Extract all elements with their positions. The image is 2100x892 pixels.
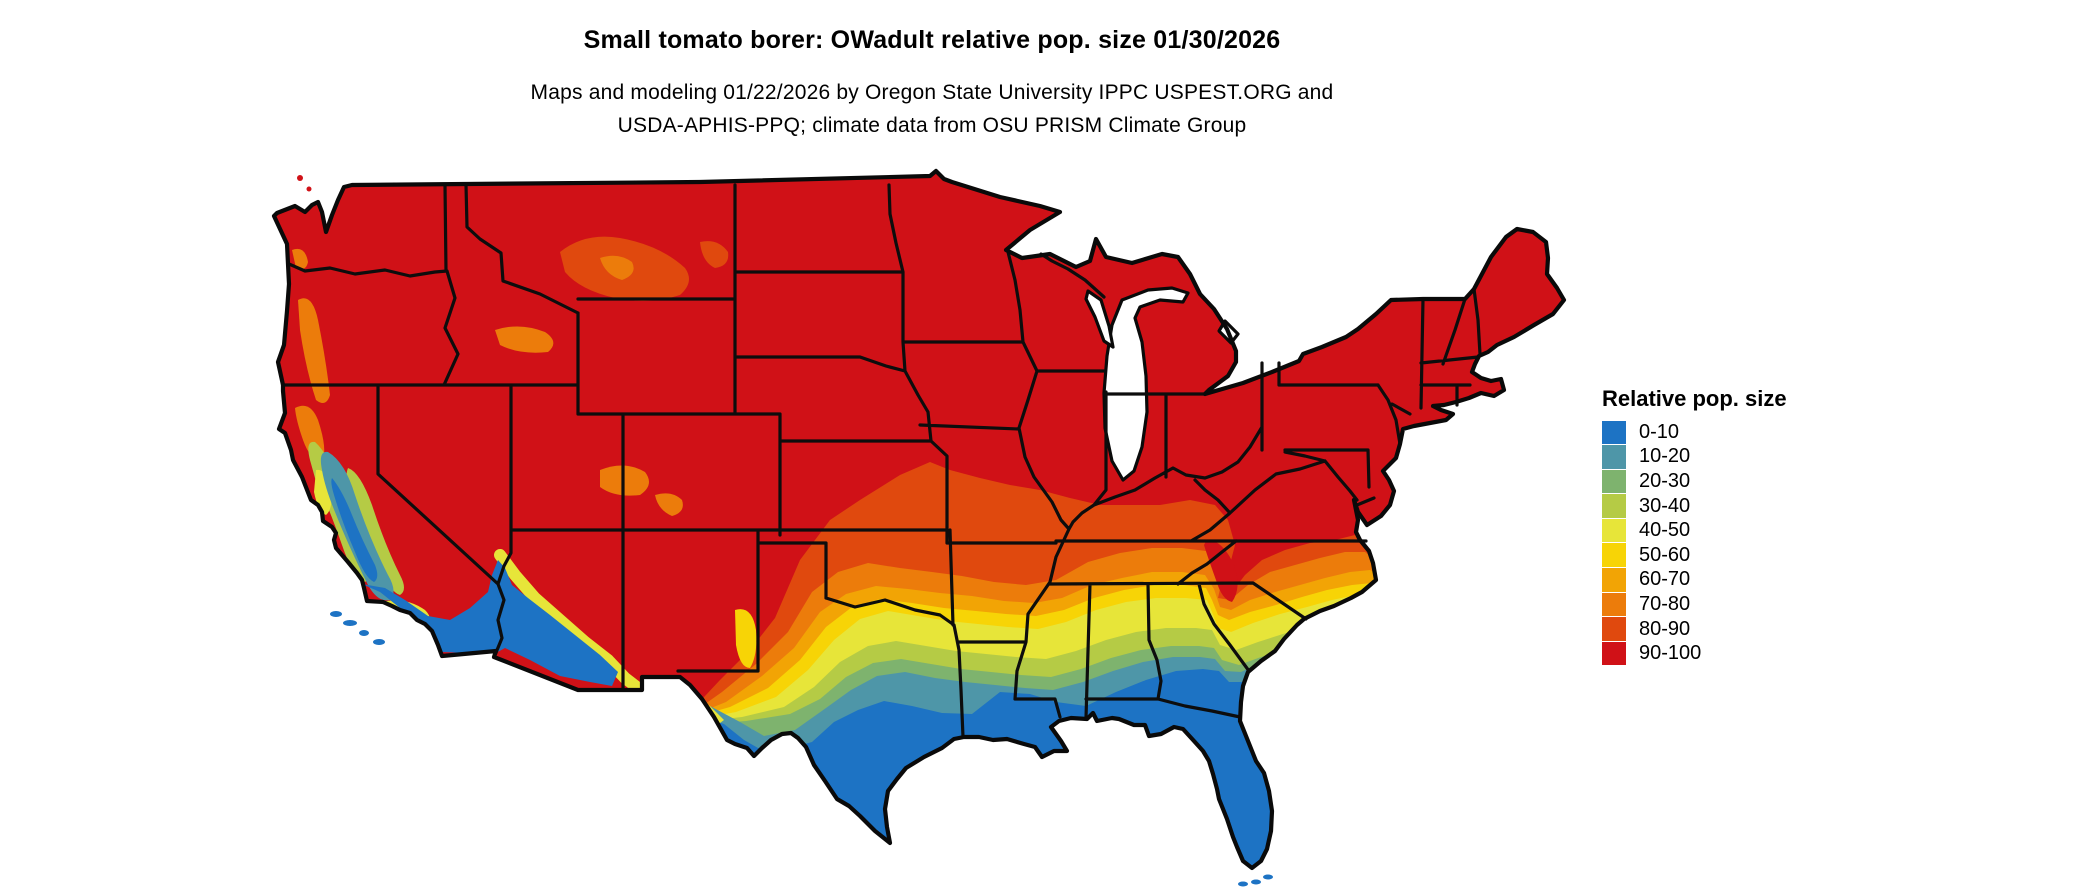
legend-swatch (1602, 592, 1626, 617)
legend-item: 0-10 (1602, 420, 1882, 445)
map-subtitle-line1: Maps and modeling 01/22/2026 by Oregon S… (530, 81, 1334, 104)
channel-island (330, 611, 342, 617)
legend-label: 40-50 (1639, 519, 1691, 542)
legend: Relative pop. size 0-10 10-20 20-30 30-40 40… (1602, 386, 1882, 666)
channel-island (373, 639, 385, 645)
colorado-patch-2 (655, 493, 683, 516)
idaho-snake-patch (495, 326, 554, 353)
legend-swatch (1602, 494, 1626, 518)
legend-swatch (1602, 445, 1626, 469)
legend-items: 0-10 10-20 20-30 30-40 40-50 50-60 60-70 70-80 8… (1602, 420, 1882, 666)
map-subtitle-line2: USDA-APHIS-PPQ; climate data from OSU PR… (617, 114, 1247, 137)
legend-item: 70-80 (1602, 592, 1882, 617)
appalachian-red-tongue (1204, 539, 1238, 602)
channel-island (343, 620, 357, 626)
legend-swatch (1602, 469, 1626, 494)
legend-label: 0-10 (1639, 420, 1680, 443)
florida-key (1251, 879, 1261, 885)
legend-swatch (1602, 518, 1626, 543)
legend-swatch (1602, 641, 1626, 666)
california-foothills (346, 468, 404, 595)
montana-patch-inner (600, 255, 634, 280)
legend-swatch (1602, 420, 1626, 445)
legend-label: 80-90 (1639, 617, 1691, 640)
green-bay (1084, 289, 1115, 349)
channel-island (359, 630, 369, 636)
florida-key (1238, 881, 1248, 887)
legend-item: 50-60 (1602, 543, 1882, 568)
legend-label: 10-20 (1639, 445, 1691, 468)
florida-key (1263, 874, 1273, 880)
oregon-cascades-patch (298, 298, 330, 404)
legend-item: 10-20 (1602, 445, 1882, 470)
state-borders (281, 183, 1482, 739)
legend-label: 90-100 (1639, 642, 1702, 665)
legend-label: 30-40 (1639, 494, 1691, 517)
newmexico-pecos-patch (735, 609, 757, 668)
legend-title: Relative pop. size (1602, 386, 1787, 411)
washington-coast-patch (292, 248, 308, 270)
map-title: Small tomato borer: OWadult relative pop… (583, 26, 1281, 54)
legend-item: 60-70 (1602, 568, 1882, 593)
san-juan-island-dot (306, 186, 312, 192)
offshore-islands (297, 175, 1273, 887)
legend-label: 70-80 (1639, 592, 1691, 615)
legend-label: 50-60 (1639, 543, 1691, 566)
map-fill-layers (274, 171, 1564, 868)
legend-item: 30-40 (1602, 494, 1882, 519)
san-juan-island-dot (297, 175, 303, 181)
legend-swatch (1602, 543, 1626, 568)
central-valley-blue (331, 478, 378, 582)
legend-swatch (1602, 568, 1626, 592)
legend-label: 20-30 (1639, 469, 1691, 492)
legend-swatch (1602, 617, 1626, 641)
legend-item: 80-90 (1602, 617, 1882, 642)
socal-arizona-blue (362, 560, 618, 686)
legend-item: 90-100 (1602, 641, 1882, 666)
us-outline (271, 168, 1567, 871)
montana-patch-east (700, 241, 729, 268)
legend-label: 60-70 (1639, 568, 1691, 591)
legend-item: 20-30 (1602, 469, 1882, 494)
map-subtitle: Maps and modeling 01/22/2026 by Oregon S… (0, 76, 1864, 142)
legend-item: 40-50 (1602, 518, 1882, 543)
